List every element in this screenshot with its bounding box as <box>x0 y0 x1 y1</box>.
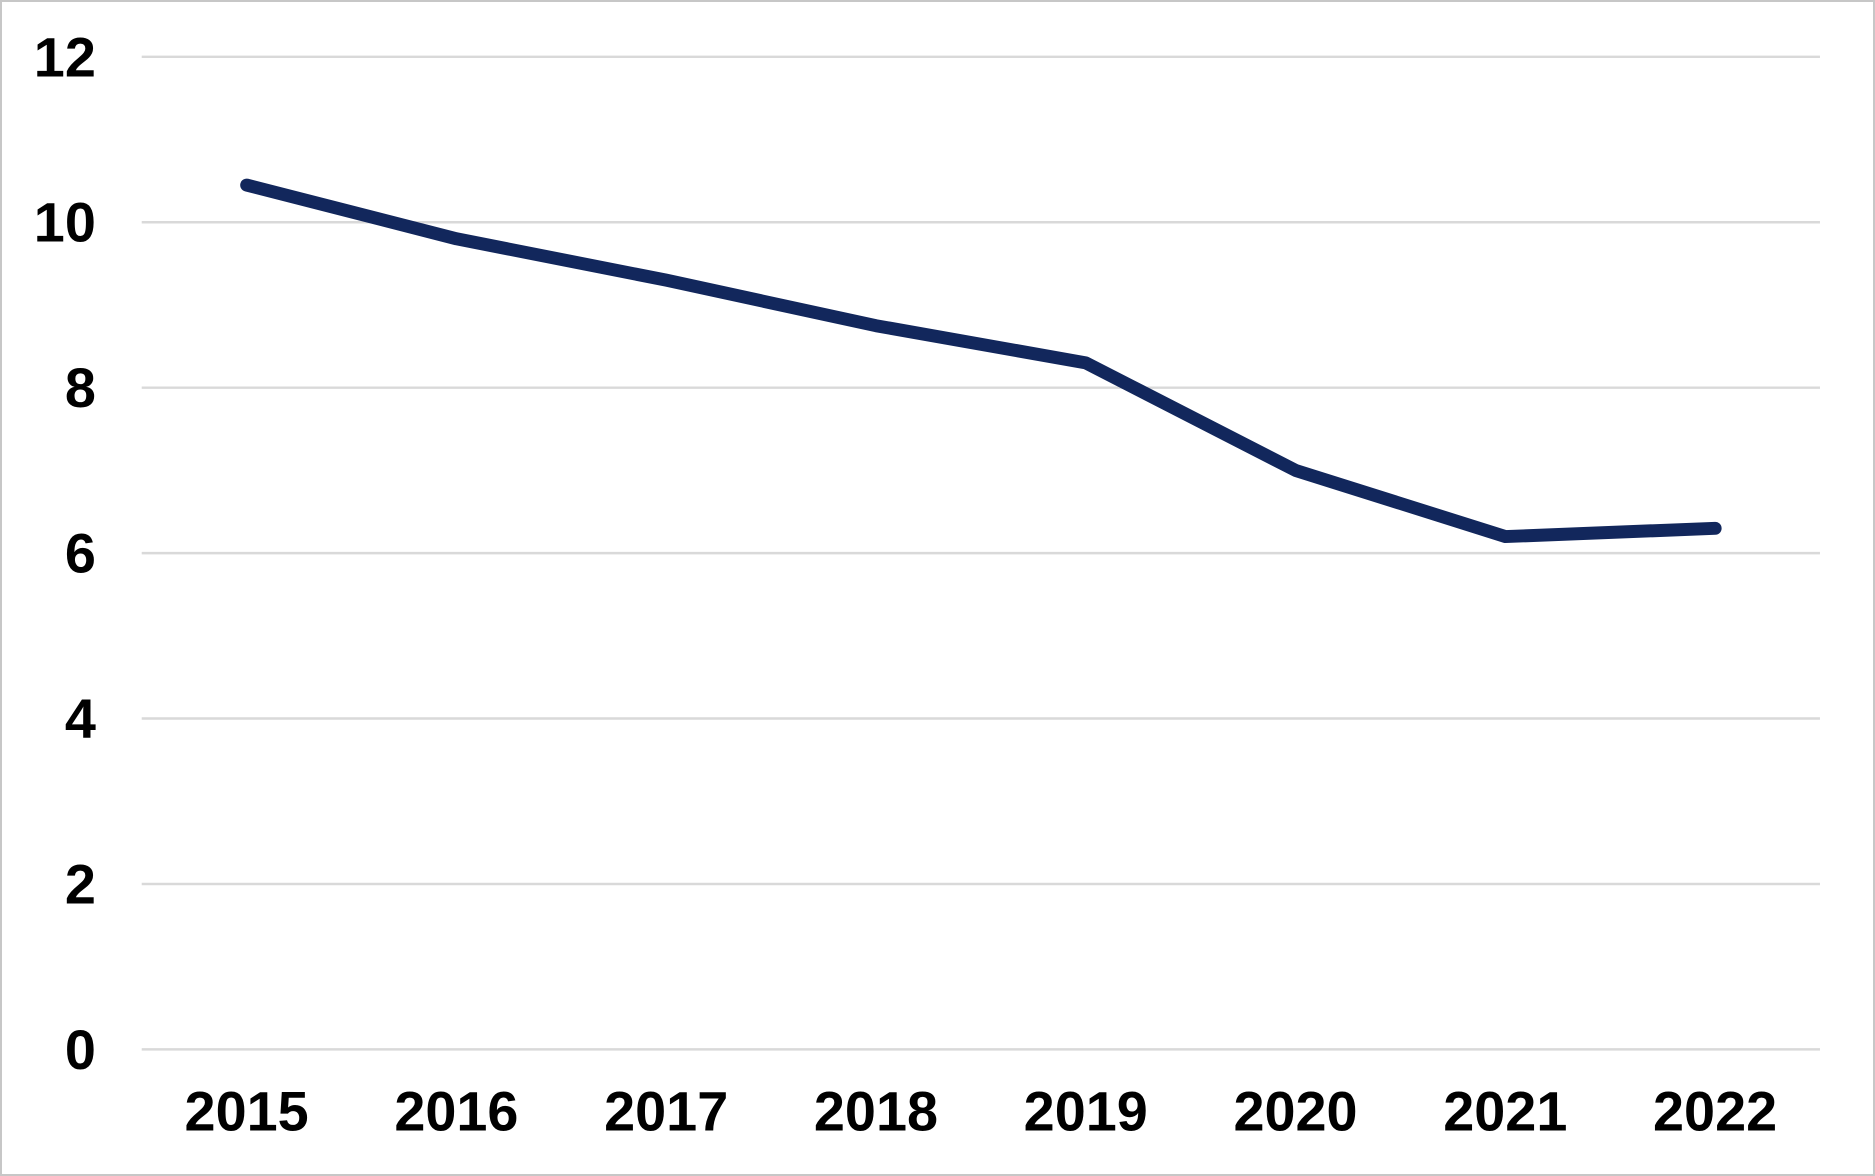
data-line <box>240 178 1722 544</box>
y-tick-label: 4 <box>65 687 96 750</box>
x-axis-tick-labels: 2015 2016 2017 2018 2019 2020 2021 2022 <box>185 1080 1778 1143</box>
gridline-group <box>141 55 1820 1051</box>
y-tick-label: 12 <box>34 25 96 88</box>
x-tick-label: 2018 <box>814 1080 938 1143</box>
x-tick-label: 2021 <box>1443 1080 1567 1143</box>
y-tick-label: 8 <box>65 356 96 419</box>
x-tick-label: 2016 <box>394 1080 518 1143</box>
x-tick-label: 2017 <box>604 1080 728 1143</box>
y-tick-label: 10 <box>34 191 96 254</box>
y-tick-label: 2 <box>65 852 96 915</box>
y-tick-label: 6 <box>65 522 96 585</box>
y-axis-tick-labels: 0 2 4 6 8 10 12 <box>34 25 96 1081</box>
x-tick-label: 2015 <box>185 1080 309 1143</box>
y-tick-label: 0 <box>65 1018 96 1081</box>
x-tick-label: 2020 <box>1233 1080 1357 1143</box>
data-series-group <box>240 178 1722 544</box>
x-tick-label: 2019 <box>1024 1080 1148 1143</box>
x-tick-label: 2022 <box>1653 1080 1777 1143</box>
